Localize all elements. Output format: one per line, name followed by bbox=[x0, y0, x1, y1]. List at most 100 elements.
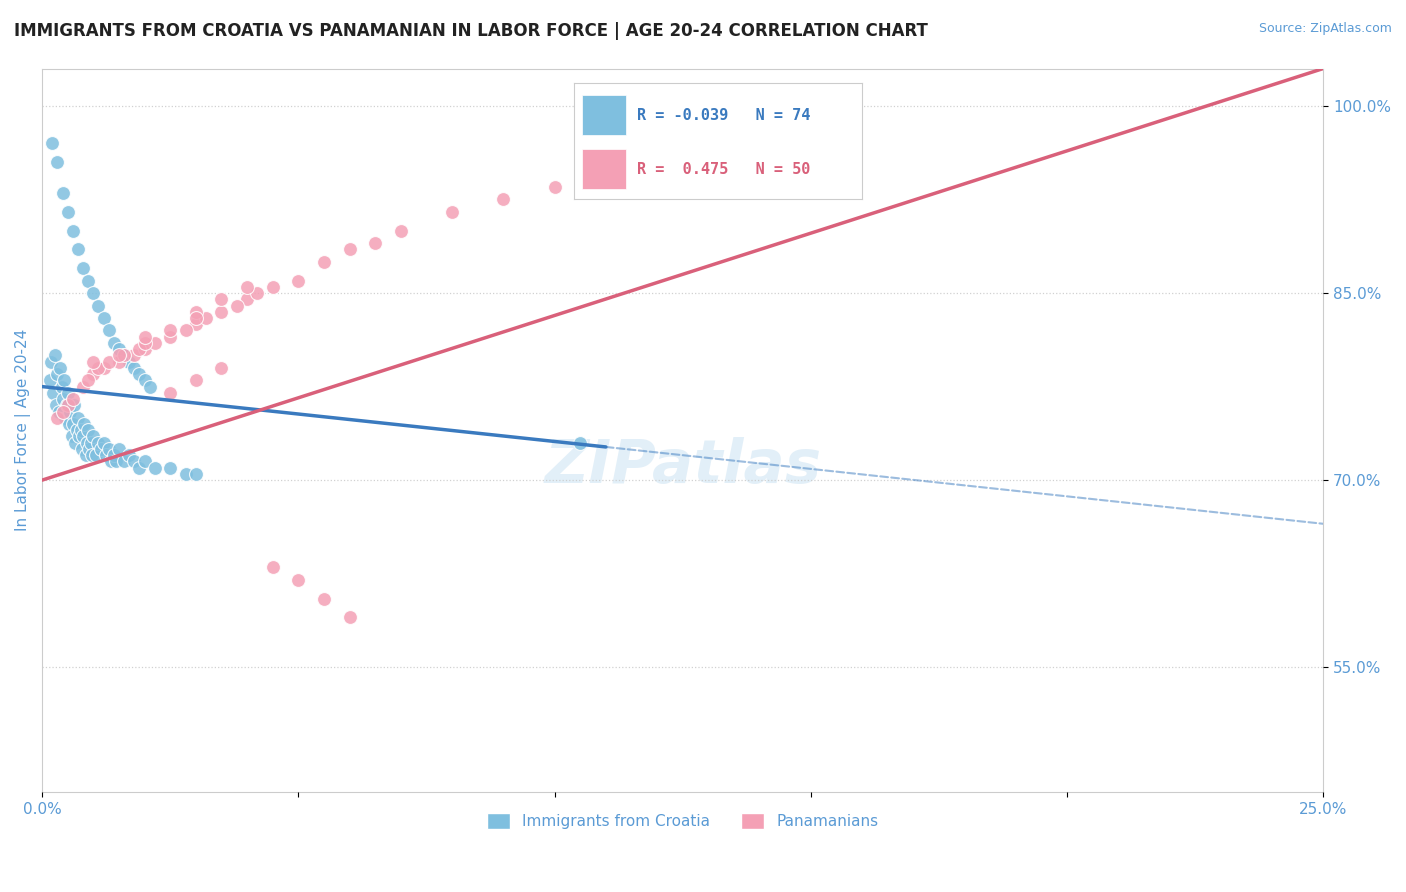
Point bbox=[66, 243, 89, 257]
Point bbox=[56, 385, 79, 400]
Point bbox=[77, 442, 100, 456]
Point bbox=[49, 360, 72, 375]
Point bbox=[103, 448, 125, 462]
Point bbox=[195, 310, 218, 325]
Point bbox=[62, 417, 84, 431]
Point bbox=[82, 367, 104, 381]
Point bbox=[124, 360, 146, 375]
Point bbox=[66, 410, 89, 425]
Point bbox=[441, 205, 464, 219]
Point bbox=[184, 304, 207, 318]
Point bbox=[287, 274, 309, 288]
Point bbox=[58, 417, 80, 431]
Point bbox=[72, 379, 94, 393]
Point bbox=[128, 342, 150, 356]
Point bbox=[312, 591, 335, 606]
Point bbox=[211, 360, 233, 375]
Point bbox=[46, 367, 69, 381]
Point bbox=[225, 298, 247, 312]
Point bbox=[76, 435, 98, 450]
Point bbox=[103, 335, 125, 350]
Point bbox=[100, 454, 122, 468]
Point bbox=[159, 329, 181, 343]
Point bbox=[128, 460, 150, 475]
Text: Source: ZipAtlas.com: Source: ZipAtlas.com bbox=[1258, 22, 1392, 36]
Point bbox=[52, 373, 75, 387]
Point bbox=[72, 261, 94, 276]
Point bbox=[52, 186, 75, 201]
Point bbox=[97, 442, 120, 456]
Point bbox=[184, 373, 207, 387]
Point bbox=[112, 454, 135, 468]
Text: IMMIGRANTS FROM CROATIA VS PANAMANIAN IN LABOR FORCE | AGE 20-24 CORRELATION CHA: IMMIGRANTS FROM CROATIA VS PANAMANIAN IN… bbox=[14, 22, 928, 40]
Point bbox=[63, 398, 86, 412]
Point bbox=[569, 435, 592, 450]
Point bbox=[184, 317, 207, 331]
Y-axis label: In Labor Force | Age 20-24: In Labor Force | Age 20-24 bbox=[15, 329, 31, 532]
Point bbox=[312, 255, 335, 269]
Point bbox=[67, 429, 90, 443]
Point bbox=[262, 280, 284, 294]
Point bbox=[80, 435, 103, 450]
Point bbox=[82, 429, 104, 443]
Point bbox=[53, 410, 76, 425]
Point bbox=[339, 610, 361, 624]
Point bbox=[128, 367, 150, 381]
Point bbox=[236, 293, 259, 307]
Point bbox=[87, 435, 110, 450]
Point bbox=[69, 423, 91, 437]
Point bbox=[77, 373, 100, 387]
Point bbox=[134, 329, 156, 343]
Point bbox=[134, 454, 156, 468]
Point bbox=[211, 293, 233, 307]
Point bbox=[77, 274, 100, 288]
Point bbox=[159, 460, 181, 475]
Point bbox=[138, 379, 160, 393]
Point bbox=[51, 379, 73, 393]
Point bbox=[87, 360, 110, 375]
Point bbox=[159, 385, 181, 400]
Point bbox=[41, 136, 63, 151]
Point bbox=[97, 354, 120, 368]
Point bbox=[184, 467, 207, 481]
Point bbox=[75, 448, 97, 462]
Legend: Immigrants from Croatia, Panamanians: Immigrants from Croatia, Panamanians bbox=[481, 806, 884, 835]
Point bbox=[97, 323, 120, 337]
Point bbox=[82, 286, 104, 301]
Point bbox=[124, 454, 146, 468]
Point bbox=[595, 168, 617, 182]
Point bbox=[96, 448, 118, 462]
Point bbox=[84, 448, 107, 462]
Point bbox=[72, 429, 94, 443]
Point bbox=[112, 348, 135, 362]
Point bbox=[56, 398, 79, 412]
Point bbox=[87, 298, 110, 312]
Point bbox=[62, 224, 84, 238]
Point bbox=[93, 360, 115, 375]
Point bbox=[42, 385, 65, 400]
Point bbox=[45, 398, 67, 412]
Point bbox=[77, 423, 100, 437]
Point bbox=[60, 429, 83, 443]
Point bbox=[492, 193, 515, 207]
Point bbox=[287, 573, 309, 587]
Point bbox=[41, 354, 63, 368]
Point bbox=[105, 454, 128, 468]
Point bbox=[52, 404, 75, 418]
Point bbox=[174, 323, 197, 337]
Point bbox=[143, 460, 166, 475]
Point bbox=[211, 304, 233, 318]
Point bbox=[66, 423, 89, 437]
Point bbox=[246, 286, 269, 301]
Point bbox=[124, 348, 146, 362]
Point bbox=[55, 398, 77, 412]
Point bbox=[134, 373, 156, 387]
Point bbox=[339, 243, 361, 257]
Point bbox=[46, 155, 69, 169]
Point bbox=[236, 280, 259, 294]
Point bbox=[143, 335, 166, 350]
Point bbox=[134, 342, 156, 356]
Point bbox=[46, 410, 69, 425]
Point bbox=[93, 435, 115, 450]
Point bbox=[70, 442, 93, 456]
